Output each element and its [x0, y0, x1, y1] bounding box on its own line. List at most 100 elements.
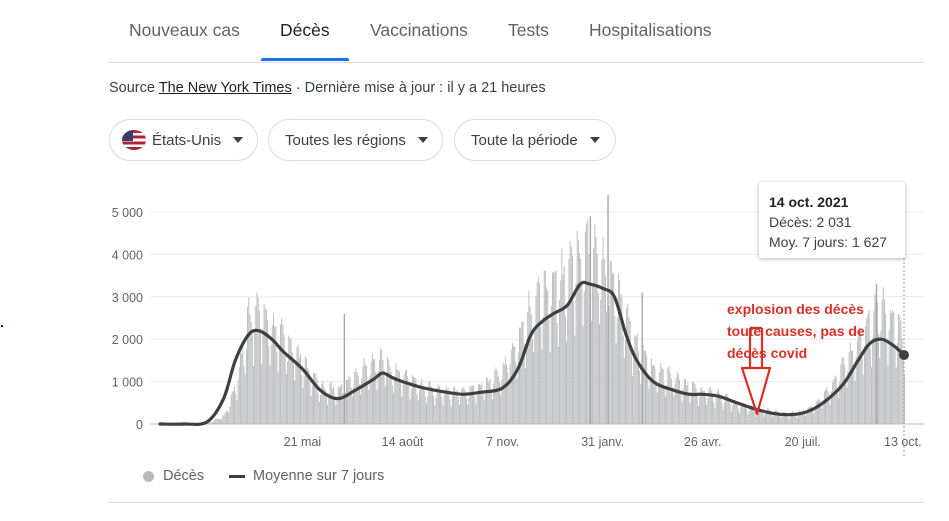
deaths-bar: [786, 413, 788, 424]
country-filter[interactable]: États-Unis: [109, 119, 258, 161]
deaths-bar: [649, 378, 651, 424]
deaths-bar: [654, 366, 656, 424]
deaths-bar: [223, 414, 225, 424]
legend-deaths-label: Décès: [163, 468, 205, 484]
deaths-bar: [457, 396, 459, 424]
deaths-bar: [622, 335, 624, 424]
deaths-bar: [582, 326, 584, 424]
deaths-bar: [640, 384, 642, 424]
deaths-bar: [869, 347, 871, 424]
deaths-bar: [235, 393, 237, 424]
deaths-bar: [400, 382, 402, 424]
deaths-bar: [323, 386, 325, 424]
deaths-bar: [574, 335, 576, 424]
deaths-bar: [421, 378, 423, 424]
legend-deaths[interactable]: Décès: [143, 468, 204, 484]
deaths-bar: [321, 383, 323, 424]
deaths-bar: [342, 392, 344, 424]
deaths-bar: [802, 410, 804, 424]
deaths-bar: [635, 336, 637, 424]
deaths-bar: [779, 415, 781, 424]
deaths-bar: [350, 387, 352, 424]
deaths-bar: [577, 239, 579, 424]
deaths-bar: [703, 390, 705, 424]
legend-average[interactable]: Moyenne sur 7 jours: [229, 468, 384, 484]
tab-deces[interactable]: Décès: [280, 20, 330, 40]
tab-hospitalisations[interactable]: Hospitalisations: [589, 20, 712, 40]
deaths-bar: [863, 345, 865, 424]
deaths-bar: [616, 317, 618, 424]
x-tick-label: 13 oct.: [884, 435, 922, 449]
deaths-bar: [848, 351, 850, 424]
deaths-bar: [609, 260, 611, 424]
us-flag-icon: [122, 130, 146, 150]
deaths-bar: [304, 356, 306, 424]
period-filter[interactable]: Toute la période: [454, 119, 616, 161]
source-link[interactable]: The New York Times: [158, 80, 292, 96]
deaths-bar: [855, 356, 857, 424]
deaths-bar: [351, 396, 353, 424]
deaths-bar: [667, 368, 669, 424]
deaths-bar: [386, 375, 387, 424]
region-filter[interactable]: Toutes les régions: [268, 119, 443, 161]
tab-tests[interactable]: Tests: [508, 20, 549, 40]
deaths-bar: [220, 419, 221, 424]
deaths-bar: [741, 403, 743, 424]
deaths-bar: [236, 400, 238, 424]
deaths-bar: [450, 406, 452, 424]
deaths-bar: [484, 392, 486, 424]
deaths-bar: [780, 417, 782, 424]
deaths-bar: [573, 301, 575, 424]
deaths-bar: [510, 349, 512, 424]
deaths-bar: [390, 371, 392, 424]
deaths-bar: [302, 388, 304, 424]
deaths-bar: [298, 357, 300, 424]
deaths-bar: [693, 382, 695, 424]
deaths-bar: [562, 275, 564, 424]
deaths-bar: [854, 381, 856, 424]
deaths-bar: [297, 344, 299, 424]
deaths-bar: [885, 313, 887, 424]
deaths-bar: [503, 365, 505, 424]
deaths-bar: [755, 416, 757, 424]
tab-bar: Nouveaux cas Décès Vaccinations Tests Ho…: [108, 0, 924, 63]
x-tick-label: 21 mai: [284, 435, 322, 449]
deaths-bar: [423, 386, 425, 424]
deaths-bar: [606, 311, 608, 424]
deaths-bar: [550, 305, 552, 424]
tab-nouveaux-cas[interactable]: Nouveaux cas: [129, 20, 240, 40]
deaths-bar: [373, 359, 374, 424]
deaths-bar: [669, 372, 671, 424]
hover-point: [899, 350, 909, 361]
deaths-bar: [210, 422, 212, 424]
deaths-bar: [244, 374, 246, 424]
deaths-bar: [679, 379, 681, 424]
deaths-bar: [747, 414, 749, 424]
deaths-bar: [665, 396, 666, 424]
deaths-bar: [695, 387, 697, 424]
deaths-bar: [675, 378, 677, 424]
deaths-bar: [347, 380, 349, 424]
deaths-bar: [843, 364, 845, 424]
deaths-bar: [283, 334, 285, 424]
deaths-bar: [483, 400, 485, 424]
deaths-bar: [522, 321, 524, 424]
deaths-bar: [293, 363, 294, 424]
deaths-bar: [240, 352, 241, 424]
deaths-bar: [831, 391, 832, 424]
deaths-bar: [308, 370, 310, 424]
deaths-bar: [481, 382, 483, 424]
tab-vaccinations[interactable]: Vaccinations: [370, 20, 468, 40]
region-filter-label: Toutes les régions: [285, 131, 406, 149]
deaths-bar: [446, 386, 447, 424]
deaths-bar: [882, 287, 884, 424]
deaths-bar: [586, 223, 588, 424]
deaths-bar: [849, 343, 851, 424]
deaths-bar: [842, 356, 844, 424]
deaths-bar: [743, 405, 745, 424]
deaths-bar: [310, 395, 312, 424]
deaths-bar: [687, 382, 689, 424]
deaths-bar: [335, 404, 337, 424]
deaths-bar: [526, 340, 528, 424]
